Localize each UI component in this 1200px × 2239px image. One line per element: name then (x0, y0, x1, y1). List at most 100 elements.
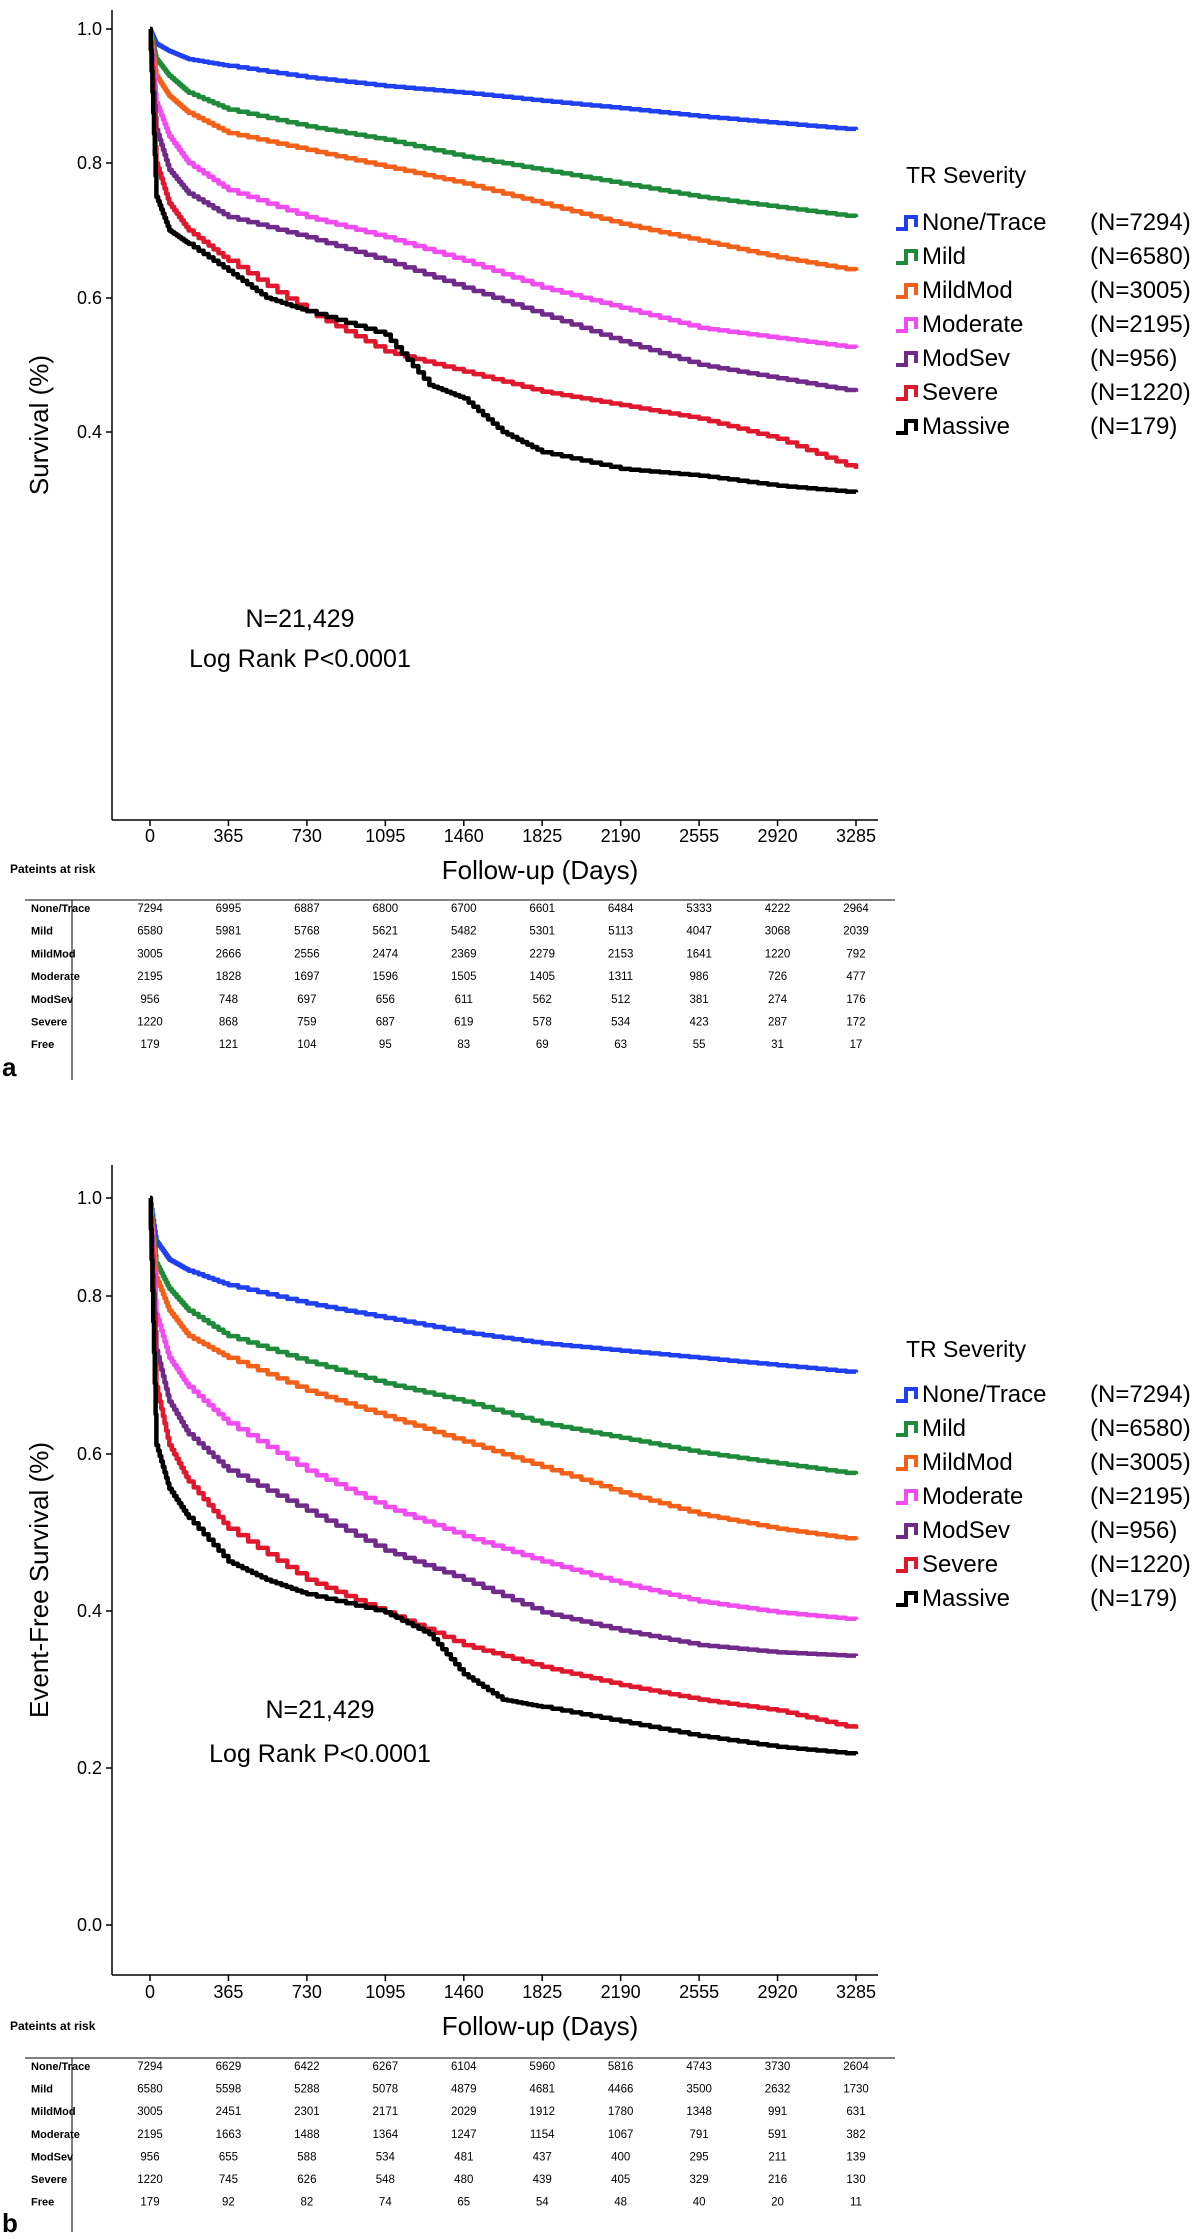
at-risk-cell: 791 (690, 2129, 709, 2141)
at-risk-row-label: ModSev (31, 994, 74, 1006)
legend-count: (N=3005) (1090, 1449, 1191, 1476)
series-line-mildmod (148, 26, 859, 272)
at-risk-cell: 1247 (451, 2129, 477, 2141)
legend-title: TR Severity (906, 162, 1027, 188)
at-risk-cell: 83 (457, 1039, 470, 1051)
at-risk-cell: 329 (690, 2174, 709, 2186)
y-tick-label: 0.8 (77, 1286, 102, 1306)
at-risk-row-label: Mild (31, 2084, 53, 2096)
legend-count: (N=956) (1090, 345, 1177, 372)
at-risk-cell: 405 (611, 2174, 630, 2186)
x-tick-label: 2920 (758, 1982, 798, 2002)
at-risk-cell: 31 (771, 1039, 784, 1051)
y-tick-label: 0.6 (77, 288, 102, 308)
at-risk-cell: 611 (455, 994, 473, 1006)
at-risk-cell: 6629 (216, 2061, 242, 2073)
legend-label: Severe (922, 379, 998, 406)
at-risk-row-label: MildMod (31, 2106, 76, 2118)
at-risk-cell: 2279 (529, 948, 555, 960)
at-risk-cell: 1154 (530, 2129, 555, 2141)
at-risk-cell: 5301 (529, 926, 555, 938)
at-risk-cell: 2451 (216, 2106, 242, 2118)
at-risk-cell: 1348 (686, 2106, 712, 2118)
at-risk-cell: 1697 (294, 971, 320, 983)
at-risk-cell: 6995 (216, 903, 242, 915)
legend-swatch (896, 1591, 918, 1607)
at-risk-cell: 2171 (373, 2106, 399, 2118)
at-risk-cell: 956 (140, 994, 159, 1006)
x-tick-label: 1825 (522, 826, 562, 846)
at-risk-cell: 1505 (451, 971, 477, 983)
at-risk-cell: 48 (614, 2197, 627, 2209)
at-risk-cell: 211 (768, 2151, 786, 2163)
at-risk-cell: 6601 (529, 903, 555, 915)
at-risk-cell: 176 (846, 994, 865, 1006)
at-risk-row-label: Mild (31, 926, 53, 938)
at-risk-row-label: Free (31, 2197, 54, 2209)
at-risk-cell: 74 (379, 2197, 392, 2209)
legend-swatch (896, 283, 918, 299)
legend-swatch (896, 351, 918, 367)
x-tick-label: 730 (292, 826, 322, 846)
at-risk-cell: 792 (846, 948, 865, 960)
at-risk-cell: 1311 (608, 971, 633, 983)
legend-count: (N=6580) (1090, 243, 1191, 270)
at-risk-cell: 40 (693, 2197, 706, 2209)
legend-swatch (896, 1455, 918, 1471)
legend-label: Mild (922, 243, 966, 270)
at-risk-cell: 2556 (294, 948, 320, 960)
y-tick-label: 0.4 (77, 1601, 102, 1621)
at-risk-cell: 3500 (686, 2084, 712, 2096)
series-line-none-trace (148, 1195, 859, 1374)
series-line-massive (148, 1195, 859, 1756)
legend-label: Mild (922, 1415, 966, 1442)
y-tick-label: 0.6 (77, 1444, 102, 1464)
legend-label: None/Trace (922, 1381, 1047, 1408)
at-risk-cell: 95 (379, 1039, 392, 1051)
at-risk-cell: 20 (771, 2197, 784, 2209)
at-risk-cell: 121 (219, 1039, 238, 1051)
at-risk-cell: 631 (846, 2106, 865, 2118)
at-risk-cell: 748 (219, 994, 238, 1006)
at-risk-cell: 991 (768, 2106, 787, 2118)
at-risk-cell: 697 (297, 994, 316, 1006)
series-line-modsev (148, 1195, 859, 1658)
legend-swatch (896, 1523, 918, 1539)
at-risk-cell: 4466 (608, 2084, 634, 2096)
legend-count: (N=2195) (1090, 311, 1191, 338)
at-risk-cell: 69 (536, 1039, 549, 1051)
annotation-logrank: Log Rank P<0.0001 (189, 645, 411, 673)
y-tick-label: 0.0 (77, 1915, 102, 1935)
at-risk-cell: 5482 (451, 926, 477, 938)
at-risk-cell: 1488 (294, 2129, 320, 2141)
panel-label: b (2, 2208, 18, 2238)
x-tick-label: 1460 (444, 826, 484, 846)
x-tick-label: 2920 (758, 826, 798, 846)
at-risk-cell: 2964 (843, 903, 869, 915)
x-tick-label: 1095 (365, 1982, 405, 2002)
series-line-mild (148, 1195, 859, 1476)
at-risk-cell: 687 (376, 1017, 395, 1029)
at-risk-row-label: Moderate (31, 971, 80, 983)
at-risk-cell: 619 (454, 1017, 473, 1029)
at-risk-cell: 7294 (137, 903, 163, 915)
x-tick-label: 2555 (679, 826, 719, 846)
x-axis-title: Follow-up (Days) (442, 2011, 639, 2041)
legend-count: (N=2195) (1090, 1483, 1191, 1510)
series-line-moderate (148, 1195, 859, 1622)
legend-swatch (896, 1489, 918, 1505)
at-risk-cell: 2195 (137, 971, 163, 983)
at-risk-cell: 2029 (451, 2106, 477, 2118)
legend-swatch (896, 249, 918, 265)
at-risk-cell: 1405 (529, 971, 555, 983)
series-line-none-trace (148, 26, 859, 132)
at-risk-cell: 477 (846, 971, 865, 983)
at-risk-cell: 4879 (451, 2084, 477, 2096)
at-risk-cell: 5816 (608, 2061, 634, 2073)
series-line-mildmod (148, 1195, 859, 1541)
at-risk-cell: 381 (690, 994, 709, 1006)
at-risk-cell: 480 (454, 2174, 473, 2186)
at-risk-cell: 1663 (216, 2129, 242, 2141)
at-risk-cell: 1596 (373, 971, 399, 983)
at-risk-cell: 5113 (608, 926, 633, 938)
